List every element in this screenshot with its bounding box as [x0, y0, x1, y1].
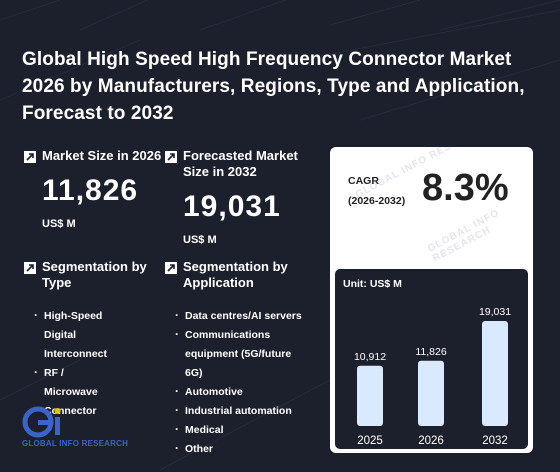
kpi-value: 11,826 — [42, 174, 139, 207]
list-item: Automotive — [175, 382, 305, 402]
cagr-value: 8.3% — [422, 167, 509, 209]
kpi-market-size: Market Size in 2026 11,826 US$ M — [24, 148, 164, 230]
x-tick-label: 2026 — [418, 435, 444, 447]
bar-chart-svg: 10,912 2025 11,826 2026 19,031 2032 — [354, 306, 511, 447]
x-tick-label: 2032 — [482, 435, 508, 447]
arrow-up-right-icon — [165, 151, 177, 163]
arrow-up-right-icon — [24, 151, 36, 163]
logo: GLOBAL INFO RESEARCH — [22, 405, 142, 455]
arrow-up-right-icon — [165, 262, 177, 274]
bar-value-label: 11,826 — [415, 346, 446, 358]
bar — [418, 360, 444, 426]
list-item: Communications equipment (5G/future 6G) — [175, 325, 305, 383]
bar-chart: Unit: US$ M 10,912 2025 11,826 2026 19,031 20… — [335, 269, 528, 449]
x-tick-label: 2025 — [357, 435, 383, 447]
list-item: RF / Microwave Connector — [34, 363, 114, 421]
kpi-value: 19,031 — [183, 190, 281, 223]
kpi-forecast: Forecasted Market Size in 2032 19,031 US… — [165, 148, 315, 246]
list-item: Industrial automation — [175, 401, 305, 421]
kpi-unit: US$ M — [183, 234, 217, 246]
bar — [357, 365, 383, 426]
bar-value-label: 19,031 — [479, 306, 511, 318]
list-item: High-Speed Digital Interconnect — [34, 306, 114, 364]
logo-text: GLOBAL INFO RESEARCH — [22, 439, 129, 448]
kpi-label: Market Size in 2026 — [42, 148, 162, 163]
segmentation-label: Segmentation by Type — [42, 259, 147, 290]
kpi-unit: US$ M — [42, 218, 76, 230]
segmentation-type-list: High-Speed Digital Interconnect RF / Mic… — [34, 306, 114, 421]
segmentation-label: Segmentation by Application — [183, 259, 288, 290]
cagr-period: (2026-2032) — [348, 195, 406, 207]
list-item: Medical — [175, 420, 305, 440]
segmentation-application-list: Data centres/AI servers Communications e… — [175, 306, 305, 459]
segmentation-type: Segmentation by Type High-Speed Digital … — [24, 259, 154, 421]
list-item: Other — [175, 439, 305, 459]
arrow-up-right-icon — [24, 262, 36, 274]
segmentation-application: Segmentation by Application Data centres… — [165, 259, 325, 459]
kpi-label: Forecasted Market Size in 2032 — [183, 148, 298, 179]
page-title: Global High Speed High Frequency Connect… — [22, 49, 525, 124]
bar — [482, 321, 508, 426]
list-item: Data centres/AI servers — [175, 306, 305, 326]
cagr-label: CAGR — [348, 175, 379, 187]
logo-mark-icon — [22, 406, 61, 438]
cagr-card: GLOBAL INFO RESEARCH GLOBAL INFO RESEARC… — [330, 147, 533, 453]
chart-unit-label: Unit: US$ M — [343, 278, 402, 290]
bar-value-label: 10,912 — [354, 351, 386, 363]
